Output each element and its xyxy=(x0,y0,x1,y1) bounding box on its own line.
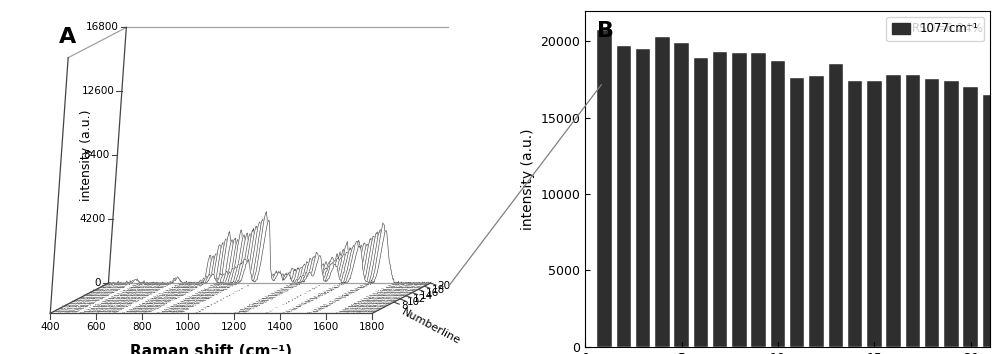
Polygon shape xyxy=(102,219,424,286)
Text: 20: 20 xyxy=(438,281,451,291)
Bar xyxy=(694,58,708,347)
Polygon shape xyxy=(69,232,391,304)
Bar xyxy=(636,49,650,347)
Bar xyxy=(983,95,997,347)
Bar xyxy=(790,78,804,347)
Y-axis label: intensity (a.u.): intensity (a.u.) xyxy=(521,128,535,229)
Text: 400: 400 xyxy=(40,322,60,332)
Text: Numberline: Numberline xyxy=(399,307,462,346)
Text: 18: 18 xyxy=(432,285,445,295)
Bar xyxy=(906,75,920,347)
Polygon shape xyxy=(59,245,382,308)
Bar xyxy=(886,75,901,347)
Bar xyxy=(771,61,785,347)
Polygon shape xyxy=(75,238,397,301)
Bar xyxy=(732,53,747,347)
Polygon shape xyxy=(108,220,431,283)
Polygon shape xyxy=(87,233,409,294)
Text: 8400: 8400 xyxy=(84,150,110,160)
Text: 16: 16 xyxy=(425,288,439,298)
Text: RSD=6.24%: RSD=6.24% xyxy=(912,22,984,35)
Polygon shape xyxy=(93,228,415,291)
Text: Raman shift (cm⁻¹): Raman shift (cm⁻¹) xyxy=(130,343,292,354)
Text: 1000: 1000 xyxy=(175,322,201,332)
Polygon shape xyxy=(56,253,379,310)
Polygon shape xyxy=(84,235,406,296)
Text: B: B xyxy=(597,21,614,41)
Bar xyxy=(829,64,843,347)
Bar xyxy=(925,79,939,347)
Bar xyxy=(655,36,670,347)
Text: 800: 800 xyxy=(132,322,152,332)
Polygon shape xyxy=(66,239,388,305)
Bar xyxy=(674,43,689,347)
Bar xyxy=(751,53,766,347)
Polygon shape xyxy=(72,240,394,302)
Polygon shape xyxy=(99,222,421,288)
Bar xyxy=(963,87,978,347)
Bar xyxy=(809,76,824,347)
Polygon shape xyxy=(90,234,412,292)
Text: 16800: 16800 xyxy=(86,22,119,33)
Legend: 1077cm⁻¹: 1077cm⁻¹ xyxy=(886,17,984,41)
Polygon shape xyxy=(105,212,427,285)
Text: 1600: 1600 xyxy=(313,322,339,332)
Bar xyxy=(944,81,959,347)
Text: 4200: 4200 xyxy=(79,214,105,224)
Polygon shape xyxy=(96,226,418,289)
Text: 10: 10 xyxy=(407,297,420,307)
Text: 1400: 1400 xyxy=(267,322,293,332)
Text: A: A xyxy=(59,28,76,47)
Polygon shape xyxy=(53,256,376,312)
Polygon shape xyxy=(81,230,403,297)
Text: 12600: 12600 xyxy=(81,86,114,96)
Text: 1200: 1200 xyxy=(221,322,247,332)
Text: 8: 8 xyxy=(401,301,408,310)
Bar xyxy=(597,30,612,347)
Text: intensity (a.u.): intensity (a.u.) xyxy=(80,109,93,201)
Text: 0: 0 xyxy=(94,278,101,288)
Bar xyxy=(617,46,631,347)
Text: 14: 14 xyxy=(419,291,433,301)
Bar xyxy=(713,52,727,347)
Text: 1800: 1800 xyxy=(359,322,386,332)
Bar xyxy=(848,81,862,347)
Polygon shape xyxy=(63,242,385,307)
Polygon shape xyxy=(50,255,372,313)
Polygon shape xyxy=(78,240,400,299)
Text: 12: 12 xyxy=(413,294,426,304)
Bar xyxy=(867,81,882,347)
Text: 600: 600 xyxy=(86,322,106,332)
